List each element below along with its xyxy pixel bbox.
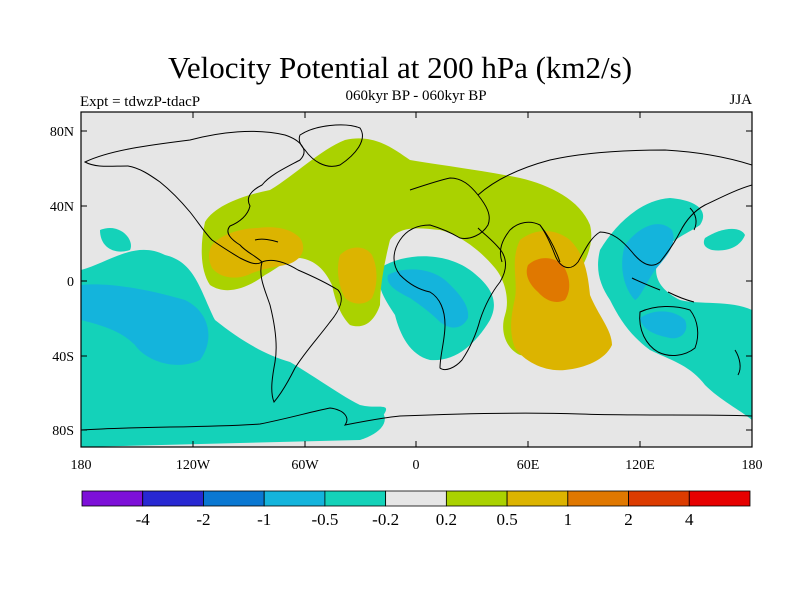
contour-neg-weak-west-pacific [100,228,131,252]
colorbar: -4 -2 -1 -0.5 -0.2 0.2 0.5 1 2 4 [81,490,751,529]
y-tick-label: 80S [52,424,74,439]
colorbar-swatch [81,490,144,507]
coastline-australia [639,306,699,356]
contour-pos-strong-indian-ocean [526,258,570,303]
coastline-caribbean [254,238,279,243]
colorbar-swatch [567,490,629,507]
colorbar-label: 4 [685,510,694,529]
coastline-north-america [83,130,305,265]
period-label: 060kyr BP - 060kyr BP [345,88,487,104]
colorbar-label: -4 [136,510,151,529]
experiment-label: Expt = tdwzP-tdacP [80,94,201,110]
contour-neg-mid-australia [640,311,687,339]
contour-pos-weak-north-atlantic [201,138,592,357]
colorbar-label: -1 [257,510,271,529]
colorbar-label: 0.5 [496,510,517,529]
colorbar-swatch [142,490,204,507]
y-ticks [81,130,752,431]
y-tick-label: 80N [50,125,74,140]
colorbar-swatch [628,490,690,507]
colorbar-swatch [324,490,387,507]
season-label: JJA [729,92,752,108]
coastline-antarctica [81,407,752,431]
x-tick-label: 60W [291,458,319,473]
colorbar-swatch [385,490,447,507]
colorbar-label: -0.2 [372,510,399,529]
y-tick-label: 40N [50,200,74,215]
contour-neg-mid-south-atlantic [387,269,469,328]
y-tick-label: 40S [52,350,74,365]
colorbar-label: -0.5 [311,510,338,529]
contour-pos-mid-tropical-atlantic [337,247,377,304]
colorbar-label: 2 [624,510,633,529]
coastlines [81,124,752,431]
coastline-india [539,224,561,263]
coastline-asia [477,149,752,269]
contour-neg-weak-antarctic [81,410,385,447]
colorbar-swatch [688,490,751,507]
colorbar-swatch [506,490,569,507]
x-tick-label: 120W [176,458,211,473]
x-tick-label: 180 [742,458,763,473]
coastline-maritime-continent [631,277,695,303]
contour-neg-weak-north-pacific [703,228,745,251]
y-tick-label: 0 [67,275,74,290]
colorbar-swatch [445,490,508,507]
coastline-japan [689,207,697,231]
y-tick-labels: 80N 40N 0 40S 80S [50,125,74,439]
x-ticks [80,112,753,447]
colorbar-label: 0.2 [436,510,457,529]
colorbar-swatch [263,490,326,507]
colorbar-label: 1 [564,510,573,529]
colorbar-label: -2 [196,510,210,529]
plot-title: Velocity Potential at 200 hPa (km2/s) [167,50,633,85]
coastline-europe-africa [393,177,507,371]
coastline-south-america [260,259,342,403]
colorbar-swatch [203,490,265,507]
x-tick-labels: 180 120W 60W 0 60E 120E 180 [71,458,763,473]
x-tick-label: 120E [625,458,655,473]
contour-neg-mid-west-pacific [622,224,674,300]
contour-map [81,112,752,447]
x-tick-label: 180 [71,458,92,473]
x-tick-label: 0 [413,458,420,473]
contour-neg-mid-pacific [81,284,209,365]
x-tick-label: 60E [517,458,540,473]
coastline-new-zealand [734,349,741,376]
coastline-greenland [298,124,363,167]
